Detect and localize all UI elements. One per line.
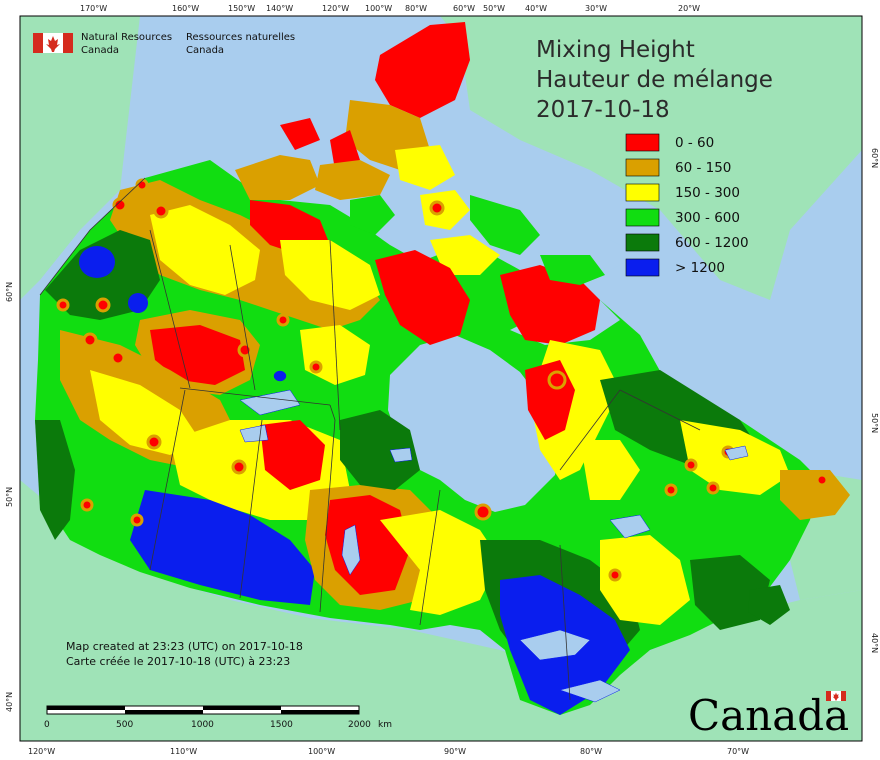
tick-left: 50°N xyxy=(5,487,14,507)
scale-label: 1500 xyxy=(270,720,293,730)
scale-unit: km xyxy=(378,720,392,730)
agency-en-line1: Natural Resources xyxy=(81,32,172,43)
tick-left: 60°N xyxy=(5,282,14,302)
agency-fr-line1: Ressources naturelles xyxy=(186,32,295,43)
tick-top: 80°W xyxy=(405,4,427,13)
tick-top: 170°W xyxy=(80,4,107,13)
tick-top: 30°W xyxy=(585,4,607,13)
legend-item: 150 - 300 xyxy=(625,183,740,202)
tick-left: 40°N xyxy=(5,692,14,712)
legend-swatch xyxy=(625,158,660,177)
legend-swatch xyxy=(625,183,660,202)
tick-top: 50°W xyxy=(483,4,505,13)
title-line1: Mixing Height xyxy=(536,37,695,63)
mixing-height-regions xyxy=(35,180,850,715)
spot-markers xyxy=(56,178,829,582)
legend-swatch xyxy=(625,258,660,277)
scale-label: 500 xyxy=(116,720,133,730)
legend-item: 300 - 600 xyxy=(625,208,740,227)
tick-top: 160°W xyxy=(172,4,199,13)
tick-bottom: 90°W xyxy=(444,747,466,756)
tick-bottom: 70°W xyxy=(727,747,749,756)
legend-label: 300 - 600 xyxy=(675,210,740,226)
foreign-land xyxy=(20,16,862,741)
tick-top: 60°W xyxy=(453,4,475,13)
map-title: Mixing Height Hauteur de mélange 2017-10… xyxy=(536,37,773,123)
tick-top: 100°W xyxy=(365,4,392,13)
tick-top: 120°W xyxy=(322,4,349,13)
legend-label: > 1200 xyxy=(675,260,725,276)
legend: 0 - 60 60 - 150 150 - 300 300 - 600 600 - 12… xyxy=(625,133,749,277)
tick-labels-left: 60°N 50°N 40°N xyxy=(5,282,14,712)
country-border xyxy=(39,177,146,296)
legend-item: 60 - 150 xyxy=(625,158,731,177)
tick-top: 20°W xyxy=(678,4,700,13)
legend-label: 600 - 1200 xyxy=(675,235,749,251)
credit-line1: Map created at 23:23 (UTC) on 2017-10-18 xyxy=(66,640,303,653)
map-frame xyxy=(19,15,863,742)
scale-bar: 0 500 1000 1500 2000 km xyxy=(44,705,392,730)
tick-right: 50°N xyxy=(870,413,879,433)
legend-swatch xyxy=(625,208,660,227)
agency-signature: Natural Resources Canada Ressources natu… xyxy=(33,32,295,56)
tick-labels-top: 170°W 160°W 150°W 140°W 120°W 100°W 80°W… xyxy=(80,4,700,13)
legend-label: 150 - 300 xyxy=(675,185,740,201)
arctic-islands xyxy=(235,22,605,345)
tick-bottom: 100°W xyxy=(308,747,335,756)
tick-labels-bottom: 120°W 110°W 100°W 90°W 80°W 70°W xyxy=(28,747,749,756)
tick-bottom: 80°W xyxy=(580,747,602,756)
wordmark-flag-icon xyxy=(826,691,846,701)
tick-right: 60°N xyxy=(870,148,879,168)
wordmark-text: Canada xyxy=(688,691,849,740)
canada-wordmark: Canada xyxy=(688,691,849,740)
tick-bottom: 110°W xyxy=(170,747,197,756)
tick-top: 40°W xyxy=(525,4,547,13)
agency-fr-line2: Canada xyxy=(186,45,224,56)
provincial-borders xyxy=(149,229,701,701)
tick-top: 140°W xyxy=(266,4,293,13)
scale-label: 1000 xyxy=(191,720,214,730)
tick-top: 150°W xyxy=(228,4,255,13)
title-line2: Hauteur de mélange xyxy=(536,67,773,93)
title-line3: 2017-10-18 xyxy=(536,97,670,123)
scale-label: 0 xyxy=(44,720,50,730)
legend-label: 0 - 60 xyxy=(675,135,714,151)
agency-en-line2: Canada xyxy=(81,45,119,56)
tick-right: 40°N xyxy=(870,633,879,653)
scale-label: 2000 xyxy=(348,720,371,730)
canada-flag-icon xyxy=(33,33,73,53)
tick-labels-right: 60°N 50°N 40°N xyxy=(870,148,879,653)
tick-bottom: 120°W xyxy=(28,747,55,756)
lakes xyxy=(239,370,749,703)
legend-item: 600 - 1200 xyxy=(625,233,749,252)
map-credit: Map created at 23:23 (UTC) on 2017-10-18… xyxy=(66,640,303,668)
legend-item: 0 - 60 xyxy=(625,133,714,152)
legend-item: > 1200 xyxy=(625,258,725,277)
legend-swatch xyxy=(625,133,660,152)
legend-label: 60 - 150 xyxy=(675,160,731,176)
credit-line2: Carte créée le 2017-10-18 (UTC) à 23:23 xyxy=(66,655,290,668)
legend-swatch xyxy=(625,233,660,252)
